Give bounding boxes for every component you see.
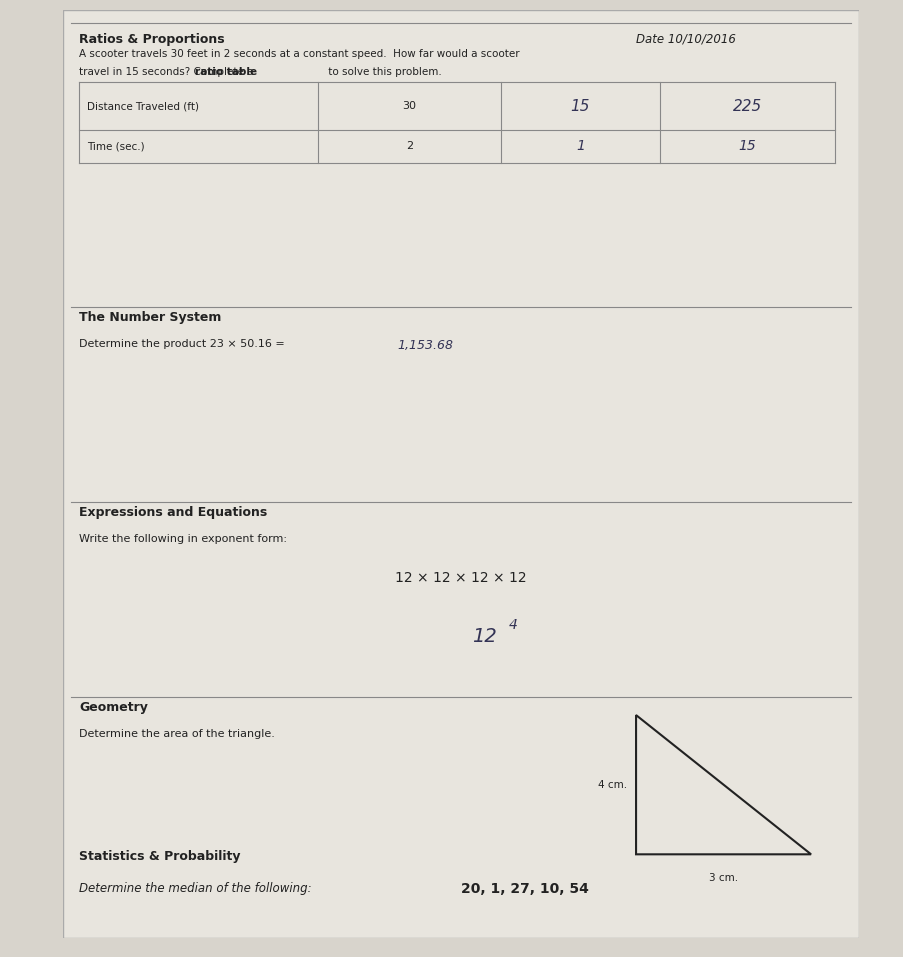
Text: 4: 4	[507, 617, 517, 632]
Text: 15: 15	[738, 140, 756, 153]
Text: 2: 2	[405, 142, 413, 151]
Text: Geometry: Geometry	[79, 701, 148, 714]
Text: Determine the product 23 × 50.16 =: Determine the product 23 × 50.16 =	[79, 339, 284, 349]
Text: Date 10/10/2016: Date 10/10/2016	[636, 33, 735, 46]
Text: travel in 15 seconds? Complete a: travel in 15 seconds? Complete a	[79, 67, 256, 78]
Text: 12 × 12 × 12 × 12: 12 × 12 × 12 × 12	[395, 571, 526, 585]
Text: 3 cm.: 3 cm.	[708, 873, 738, 883]
Text: 30: 30	[402, 101, 416, 111]
Text: Distance Traveled (ft): Distance Traveled (ft)	[87, 101, 199, 111]
Text: ratio table: ratio table	[195, 67, 256, 78]
Text: 225: 225	[732, 99, 761, 114]
FancyBboxPatch shape	[63, 10, 858, 938]
Text: 12: 12	[472, 627, 497, 646]
Text: Time (sec.): Time (sec.)	[87, 142, 144, 151]
Text: Write the following in exponent form:: Write the following in exponent form:	[79, 534, 287, 544]
Text: 1: 1	[575, 140, 584, 153]
Text: Ratios & Proportions: Ratios & Proportions	[79, 33, 225, 46]
Text: The Number System: The Number System	[79, 311, 221, 324]
Text: Statistics & Probability: Statistics & Probability	[79, 850, 240, 862]
Text: 4 cm.: 4 cm.	[597, 780, 626, 790]
Text: Expressions and Equations: Expressions and Equations	[79, 506, 267, 520]
Text: Determine the median of the following:: Determine the median of the following:	[79, 882, 319, 895]
Text: 15: 15	[570, 99, 590, 114]
Text: 1,153.68: 1,153.68	[397, 339, 453, 352]
Text: to solve this problem.: to solve this problem.	[325, 67, 442, 78]
Text: Determine the area of the triangle.: Determine the area of the triangle.	[79, 729, 275, 739]
Text: A scooter travels 30 feet in 2 seconds at a constant speed.  How far would a sco: A scooter travels 30 feet in 2 seconds a…	[79, 49, 519, 58]
Text: 20, 1, 27, 10, 54: 20, 1, 27, 10, 54	[461, 882, 588, 896]
